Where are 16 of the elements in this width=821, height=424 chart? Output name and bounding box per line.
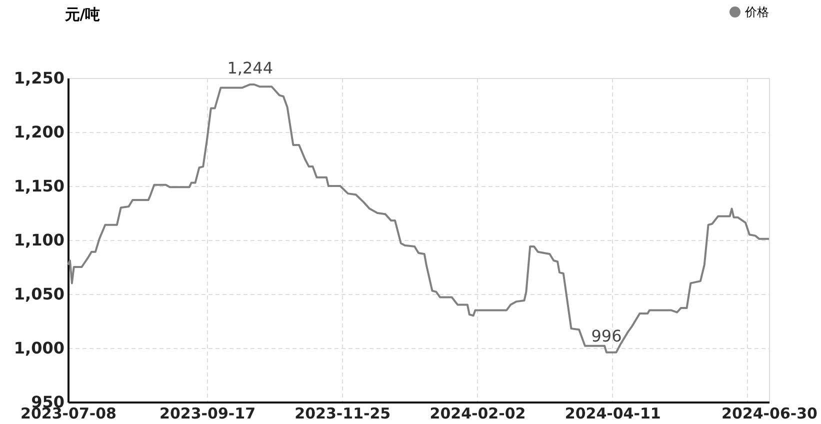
- x-tick-label: 2024-02-02: [430, 404, 526, 422]
- y-tick-label: 1,150: [14, 176, 64, 196]
- y-tick-label: 1,200: [14, 122, 64, 142]
- y-tick-label: 1,100: [14, 230, 64, 250]
- y-tick-label: 1,000: [14, 338, 64, 358]
- x-tick-label: 2023-09-17: [160, 404, 256, 422]
- x-tick-label: 2024-06-30: [722, 404, 818, 422]
- y-tick-label: 1,250: [14, 68, 64, 88]
- y-axis-title: 元/吨: [64, 6, 100, 24]
- x-tick-label: 2023-11-25: [294, 404, 391, 422]
- annotation: 996: [591, 326, 622, 346]
- y-tick-label: 1,050: [14, 284, 64, 304]
- line-series: [67, 83, 770, 354]
- legend-label: 价格: [744, 5, 769, 19]
- x-tick-label: 2024-04-11: [564, 404, 661, 422]
- annotation: 1,244: [227, 58, 274, 78]
